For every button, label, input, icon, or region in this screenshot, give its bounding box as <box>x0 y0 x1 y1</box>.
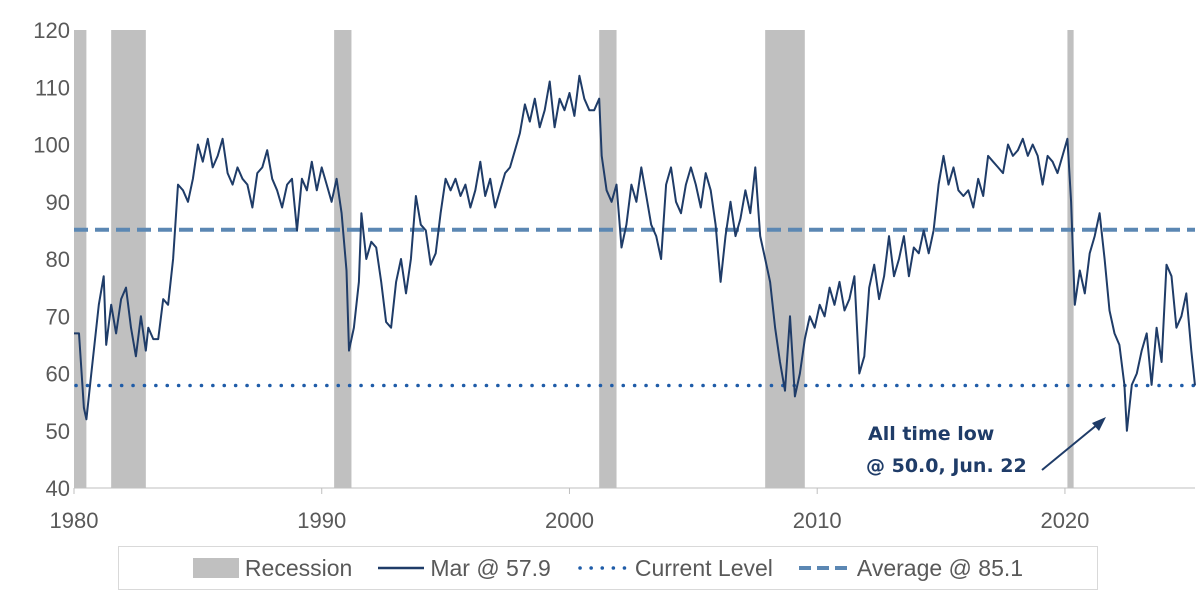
x-tick-label: 2000 <box>545 508 594 533</box>
recession-band <box>74 30 87 488</box>
y-tick-label: 70 <box>46 304 70 329</box>
legend-item-series: Mar @ 57.9 <box>378 555 551 582</box>
annotation: All time low @ 50.0, Jun. 22 <box>866 417 1106 477</box>
annotation-line-1: All time low <box>868 423 994 445</box>
y-tick-label: 40 <box>46 476 70 501</box>
y-tick-label: 120 <box>33 18 70 43</box>
y-tick-label: 90 <box>46 190 70 215</box>
legend-label-recession: Recession <box>244 554 353 581</box>
annotation-line-2: @ 50.0, Jun. 22 <box>866 455 1027 477</box>
annotation-arrow <box>1041 423 1099 471</box>
legend-item-current: Current Level <box>577 555 773 582</box>
x-tick-label: 2020 <box>1040 508 1089 533</box>
x-tick-label: 1980 <box>50 508 99 533</box>
recession-band <box>111 30 146 488</box>
y-tick-label: 110 <box>35 75 70 100</box>
recession-band <box>1067 30 1074 488</box>
legend-item-recession: Recession <box>192 554 353 582</box>
legend-label-average: Average @ 85.1 <box>856 554 1024 581</box>
recession-swatch-icon <box>192 558 239 578</box>
recession-bands <box>74 30 1074 488</box>
recession-band <box>765 30 805 488</box>
reference-lines <box>74 227 1197 388</box>
series-line <box>74 74 1196 432</box>
dotted-line-swatch-icon <box>578 566 629 570</box>
legend-label-series: Mar @ 57.9 <box>430 554 551 581</box>
y-tick-label: 60 <box>46 362 70 387</box>
recession-band <box>599 30 617 488</box>
annotation-arrowhead <box>1092 417 1106 431</box>
legend: Recession Mar @ 57.9 Current Level Avera… <box>118 546 1098 590</box>
recession-band <box>334 30 352 488</box>
dashed-line-swatch-icon <box>798 566 851 570</box>
legend-item-average: Average @ 85.1 <box>798 554 1024 582</box>
solid-line-swatch-icon <box>378 566 425 570</box>
axes: 40 50 60 70 80 90 100 110 120 1980 1990 2000 2010 202… <box>33 18 1195 533</box>
y-tick-label: 80 <box>46 247 70 272</box>
x-tick-label: 2010 <box>793 508 842 533</box>
x-tick-label: 1990 <box>297 508 346 533</box>
series <box>74 74 1196 432</box>
legend-label-current: Current Level <box>634 554 773 581</box>
y-tick-label: 50 <box>46 419 70 444</box>
y-tick-label: 100 <box>33 133 70 158</box>
